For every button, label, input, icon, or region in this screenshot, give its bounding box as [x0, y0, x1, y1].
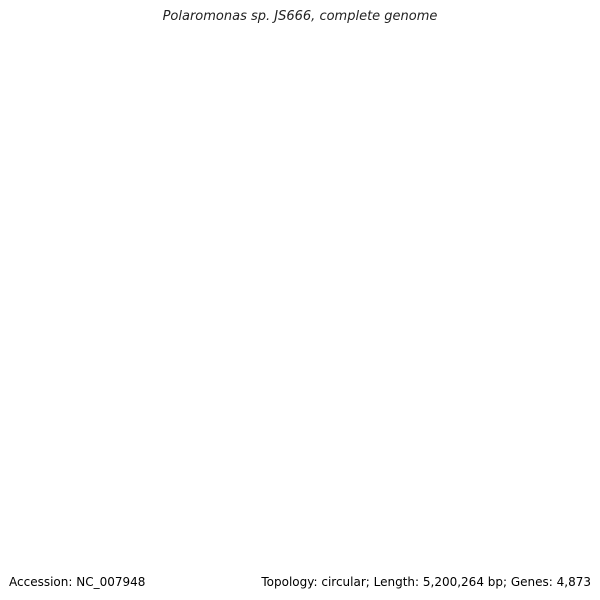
accession-text: Accession: NC_007948 — [9, 575, 146, 589]
map-title: Polaromonas sp. JS666, complete genome — [162, 9, 438, 24]
genome-summary-text: Topology: circular; Length: 5,200,264 bp… — [261, 575, 591, 589]
